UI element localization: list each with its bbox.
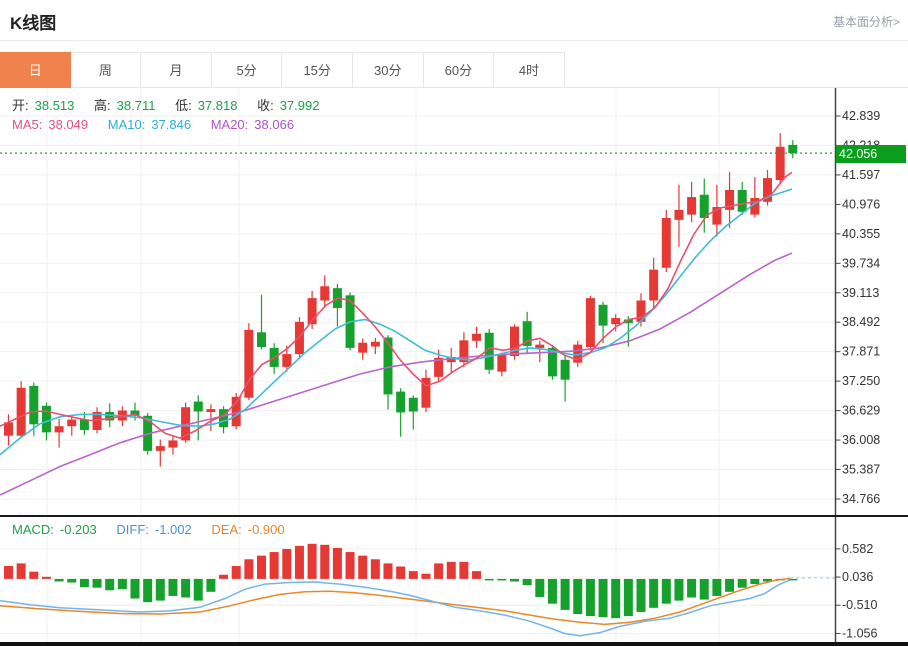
svg-text:0.582: 0.582 [842, 542, 873, 556]
macd-label: MACD: [12, 522, 54, 537]
last-price-badge: 42.056 [836, 145, 906, 163]
ma10-label: MA10: [107, 117, 146, 132]
low-value: 37.818 [197, 98, 238, 113]
dea-line [0, 577, 791, 626]
diff-label: DIFF: [116, 522, 149, 537]
ohlc-info-row: 开: 38.513 高: 38.711 低: 37.818 收: 37.992 [12, 95, 325, 114]
ma10-value: 37.846 [151, 117, 192, 132]
svg-text:37.871: 37.871 [842, 345, 880, 359]
svg-text:41.597: 41.597 [842, 168, 880, 182]
open-value: 38.513 [34, 98, 75, 113]
ma20-value: 38.066 [254, 117, 295, 132]
macd-value: -0.203 [59, 522, 97, 537]
svg-text:37.250: 37.250 [842, 374, 880, 388]
diff-value: -1.002 [154, 522, 192, 537]
period-tabbar: 日周月 5分 15分 30分 60分 4时 [0, 52, 908, 88]
svg-text:-1.056: -1.056 [842, 626, 877, 640]
ma5-value: 38.049 [48, 117, 89, 132]
dea-value: -0.900 [247, 522, 285, 537]
fundamental-analysis-link[interactable]: 基本面分析> [832, 15, 900, 29]
tab-15分[interactable]: 15分 [282, 52, 353, 88]
diff-line [0, 579, 791, 637]
svg-text:40.976: 40.976 [842, 197, 880, 211]
tab-日[interactable]: 日 [0, 52, 71, 88]
svg-text:39.113: 39.113 [842, 286, 879, 300]
tab-30分[interactable]: 30分 [352, 52, 424, 88]
low-label: 低: [175, 98, 192, 113]
svg-text:35.387: 35.387 [842, 463, 880, 477]
svg-text:39.734: 39.734 [842, 256, 880, 270]
bottom-border-bar [0, 642, 908, 646]
tab-5分[interactable]: 5分 [211, 52, 283, 88]
panel-separator [0, 515, 908, 517]
main-y-tick-labels: 42.83942.21841.59740.97640.35539.73439.1… [835, 109, 880, 506]
macd-histogram [4, 543, 798, 619]
macd-y-tick-labels: 0.582 0.036 -0.510 -1.056 [835, 542, 877, 640]
chart-area: 42.83942.21841.59740.97640.35539.73439.1… [0, 88, 908, 647]
dea-label: DEA: [211, 522, 242, 537]
ma5-label: MA5: [12, 117, 43, 132]
close-label: 收: [257, 98, 274, 113]
open-label: 开: [12, 98, 29, 113]
main-gridlines [0, 88, 836, 515]
tab-4时[interactable]: 4时 [494, 52, 565, 88]
high-label: 高: [94, 98, 111, 113]
ma20-label: MA20: [210, 117, 249, 132]
svg-text:34.766: 34.766 [842, 492, 880, 506]
tab-60分[interactable]: 60分 [423, 52, 495, 88]
ma10-line [0, 188, 793, 456]
ma-info-row: MA5: 38.049 MA10: 37.846 MA20: 38.066 [12, 117, 300, 132]
svg-text:36.008: 36.008 [842, 433, 880, 447]
candlestick-chart[interactable]: 42.83942.21841.59740.97640.35539.73439.1… [0, 88, 908, 515]
ma20-line [0, 252, 793, 496]
close-value: 37.992 [279, 98, 320, 113]
page-header: K线图 基本面分析> [0, 0, 908, 41]
tab-月[interactable]: 月 [141, 52, 212, 88]
candlestick-series [4, 133, 798, 467]
svg-text:0.036: 0.036 [842, 570, 873, 584]
page-title: K线图 [10, 14, 57, 33]
macd-chart[interactable]: 0.582 0.036 -0.510 -1.056 [0, 517, 908, 643]
svg-text:-0.510: -0.510 [842, 598, 877, 612]
svg-text:36.629: 36.629 [842, 404, 880, 418]
svg-text:40.355: 40.355 [842, 227, 880, 241]
high-value: 38.711 [116, 98, 156, 113]
macd-gridlines [0, 517, 836, 643]
tab-周[interactable]: 周 [70, 52, 142, 88]
svg-text:38.492: 38.492 [842, 315, 880, 329]
ma5-line [0, 171, 793, 439]
svg-text:42.839: 42.839 [842, 109, 880, 123]
macd-info-row: MACD: -0.203 DIFF: -1.002 DEA: -0.900 [12, 522, 291, 537]
